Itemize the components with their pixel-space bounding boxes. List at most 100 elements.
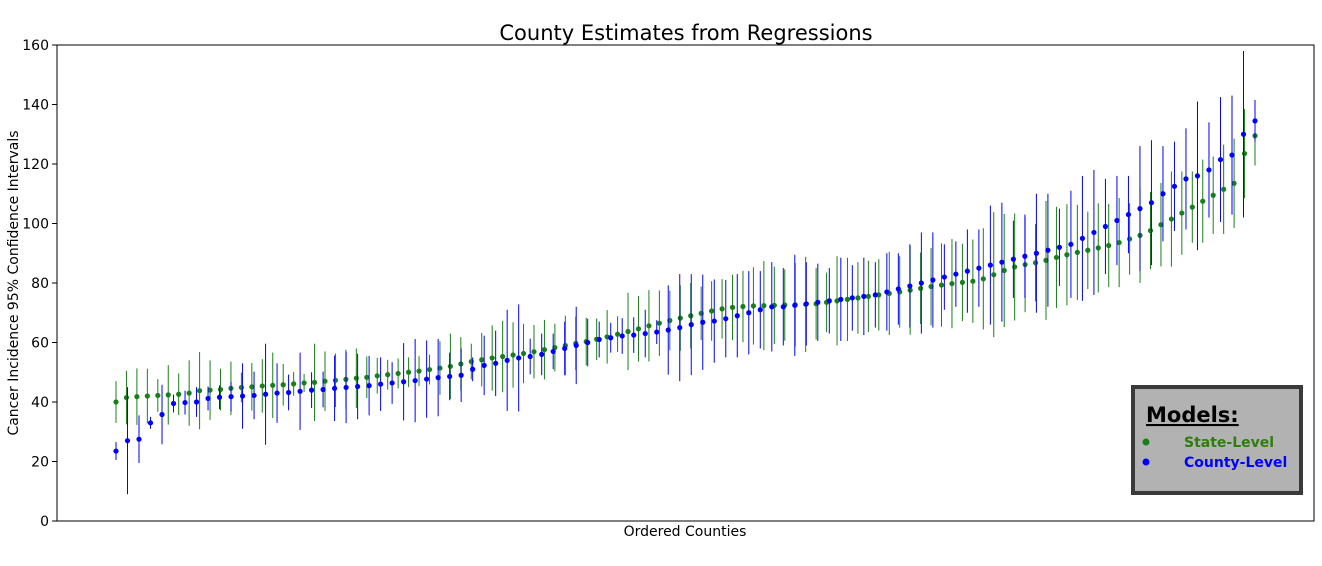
data-point <box>217 386 224 393</box>
data-point <box>999 259 1005 265</box>
data-point <box>416 368 422 374</box>
data-point <box>262 391 269 397</box>
data-point <box>740 303 746 310</box>
data-point <box>746 310 752 316</box>
y-tick-label: 140 <box>22 98 49 114</box>
legend: Models: State-Level County-Level <box>1131 385 1303 495</box>
data-point <box>270 382 276 388</box>
legend-marker-county-level <box>1142 458 1150 466</box>
data-point <box>147 420 154 426</box>
data-point <box>1091 229 1097 236</box>
data-point <box>1043 257 1049 263</box>
data-point <box>1001 267 1007 274</box>
y-tick-label: 160 <box>22 38 49 54</box>
data-point <box>711 318 717 324</box>
data-point <box>757 307 763 313</box>
data-point <box>635 326 642 332</box>
data-point <box>761 303 767 309</box>
data-point <box>447 373 453 380</box>
data-point <box>364 374 370 380</box>
data-point <box>136 436 142 442</box>
y-tick-label: 20 <box>31 455 49 471</box>
data-point <box>343 384 349 391</box>
data-point <box>677 325 683 331</box>
data-point <box>412 377 418 384</box>
data-point <box>930 277 936 283</box>
y-tick-label: 0 <box>40 514 49 530</box>
data-point <box>510 352 516 358</box>
data-point <box>228 394 234 400</box>
plot-area-frame <box>56 44 1315 522</box>
data-point <box>1171 183 1178 189</box>
data-point <box>470 366 476 372</box>
data-point <box>124 438 131 444</box>
data-point <box>1127 236 1133 242</box>
data-point <box>481 362 487 369</box>
data-point <box>186 390 192 396</box>
data-point <box>311 379 318 385</box>
data-point <box>709 308 715 314</box>
data-point <box>527 353 533 360</box>
data-point <box>1064 252 1070 258</box>
data-point <box>803 301 809 307</box>
data-point <box>1074 249 1080 255</box>
data-point <box>729 304 736 310</box>
data-point <box>144 393 150 399</box>
legend-label-state-level: State-Level <box>1184 435 1274 451</box>
data-point <box>750 303 757 309</box>
data-point <box>401 379 407 385</box>
data-point <box>332 377 339 383</box>
data-point <box>1106 242 1112 249</box>
data-point <box>1240 131 1247 137</box>
y-tick-label: 60 <box>31 336 49 352</box>
data-point <box>301 380 307 386</box>
data-point <box>516 355 522 361</box>
data-point <box>155 392 161 399</box>
data-point <box>424 376 430 382</box>
data-point <box>625 328 631 335</box>
data-point <box>826 298 832 304</box>
data-point <box>331 385 338 391</box>
data-point <box>918 280 924 286</box>
data-point <box>677 315 683 321</box>
data-point <box>176 391 182 397</box>
data-point <box>562 345 568 352</box>
data-point <box>1189 204 1195 210</box>
data-point <box>170 400 177 407</box>
data-point <box>792 302 798 308</box>
data-point <box>1010 256 1016 262</box>
data-point <box>1241 150 1248 157</box>
data-point <box>780 304 786 310</box>
legend-title: Models: <box>1146 403 1239 427</box>
data-point <box>274 390 280 396</box>
data-point <box>656 320 662 326</box>
data-point <box>734 313 740 319</box>
data-point <box>1095 245 1101 251</box>
data-point <box>987 262 993 268</box>
data-point <box>1179 210 1185 216</box>
data-point <box>123 394 130 401</box>
data-point <box>631 332 637 338</box>
data-point <box>1102 223 1109 230</box>
data-point <box>1032 260 1039 266</box>
data-point <box>378 381 384 387</box>
data-point <box>855 295 861 301</box>
data-point <box>291 381 297 387</box>
data-point <box>861 293 867 299</box>
data-point <box>374 373 380 379</box>
data-point <box>280 382 286 388</box>
data-point <box>1068 241 1074 247</box>
data-point <box>1085 247 1091 253</box>
data-point <box>849 295 855 301</box>
data-point <box>541 347 548 353</box>
data-point <box>646 323 652 329</box>
data-point <box>949 280 955 287</box>
data-point <box>1079 235 1086 241</box>
data-point <box>259 383 265 389</box>
data-point <box>1229 152 1235 158</box>
data-point <box>907 283 913 289</box>
data-point <box>976 265 982 271</box>
data-point <box>1221 186 1227 192</box>
data-point <box>550 348 556 355</box>
data-point <box>918 285 924 291</box>
